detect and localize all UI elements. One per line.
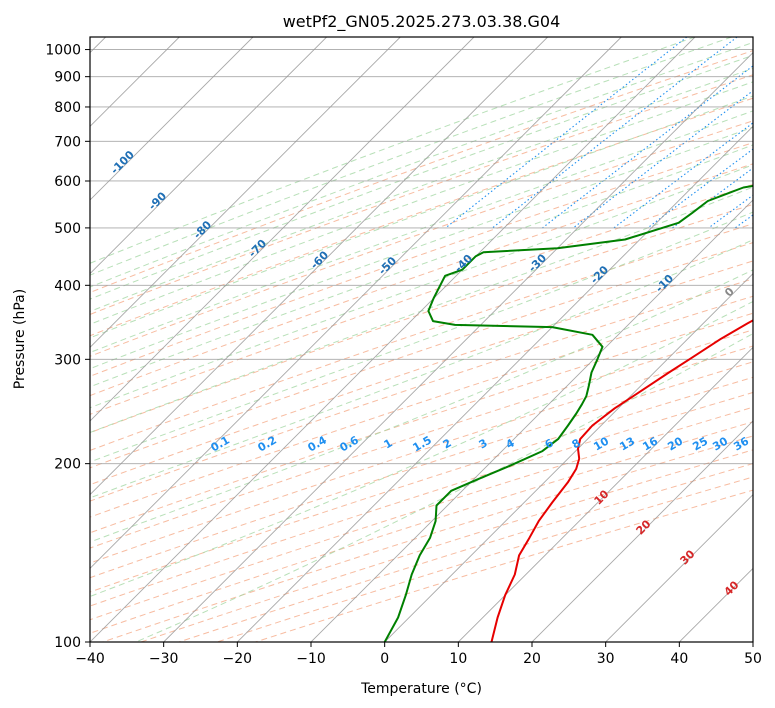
isotherm-line (90, 37, 401, 348)
x-tick-label: −30 (149, 651, 179, 667)
moist-adiabat-line (135, 333, 753, 642)
isotherm-line (752, 641, 753, 642)
isotherm-line (90, 37, 548, 496)
moist-adiabat-line (90, 110, 753, 354)
y-tick-label: 900 (54, 70, 81, 86)
temperature-line (490, 319, 753, 642)
moist-adiabat-line (90, 144, 753, 388)
isotherm-line (458, 346, 753, 642)
y-tick-label: 800 (54, 100, 81, 116)
x-tick-label: −40 (75, 651, 105, 667)
dry-adiabat-line (90, 163, 753, 397)
isotherm-line (605, 494, 753, 642)
x-tick-label: 40 (670, 651, 688, 667)
y-tick-label: 400 (54, 278, 81, 294)
chart-title: wetPf2_GN05.2025.273.03.38.G04 (283, 12, 561, 32)
isotherm-line (384, 273, 753, 642)
isotherm-line (90, 37, 254, 201)
moist-adiabat-line (90, 211, 753, 463)
y-tick-label: 200 (54, 457, 81, 473)
isotherm-line (531, 420, 753, 642)
x-tick-label: 30 (597, 651, 615, 667)
dry-adiabat-line (90, 278, 753, 502)
x-axis-title: Temperature (°C) (360, 681, 482, 697)
isotherm-line (90, 37, 696, 642)
moist-adiabat-line (90, 164, 753, 409)
x-tick-label: −20 (223, 651, 253, 667)
moist-adiabat-line (90, 41, 753, 288)
y-tick-label: 1000 (45, 43, 81, 59)
isotherm-line (237, 125, 753, 642)
x-tick-label: 10 (449, 651, 467, 667)
x-tick-label: 20 (523, 651, 541, 667)
dry-adiabat-line (90, 329, 753, 549)
x-tick-label: 0 (380, 651, 389, 667)
dry-adiabat-line (90, 97, 753, 337)
dry-adiabat-line (90, 74, 753, 316)
mixing-ratio-line (672, 167, 753, 229)
y-axis-title: Pressure (hPa) (12, 289, 28, 389)
isotherm-line (90, 37, 327, 275)
moist-adiabat-line (90, 54, 753, 300)
mixing-ratio-line (542, 65, 753, 229)
dry-adiabat-line (90, 142, 753, 377)
dry-adiabat-line (90, 376, 753, 593)
plot-frame (89, 36, 754, 643)
plot-background (90, 37, 753, 642)
isotherm-line (310, 199, 753, 642)
dry-adiabat-line (90, 120, 753, 357)
dry-adiabat-line (90, 50, 753, 294)
isotherm-line (90, 37, 475, 422)
x-tick-label: −10 (296, 651, 326, 667)
y-tick-label: 500 (54, 221, 81, 237)
isotherm-line (90, 37, 622, 569)
dry-adiabat-line (90, 242, 753, 469)
dry-adiabat-line (90, 312, 753, 534)
y-tick-label: 100 (54, 635, 81, 651)
y-tick-label: 600 (54, 174, 81, 190)
moist-adiabat-line (90, 81, 753, 325)
y-tick-label: 300 (54, 352, 81, 368)
y-tick-label: 700 (54, 134, 81, 150)
dewpoint-line (383, 184, 753, 642)
x-tick-label: 50 (744, 651, 762, 667)
isotherm-line (163, 52, 753, 642)
moist-adiabat-line (90, 37, 732, 276)
moist-adiabat-line (90, 186, 753, 434)
mixing-ratio-line (572, 90, 753, 229)
dry-adiabat-line (90, 223, 753, 451)
